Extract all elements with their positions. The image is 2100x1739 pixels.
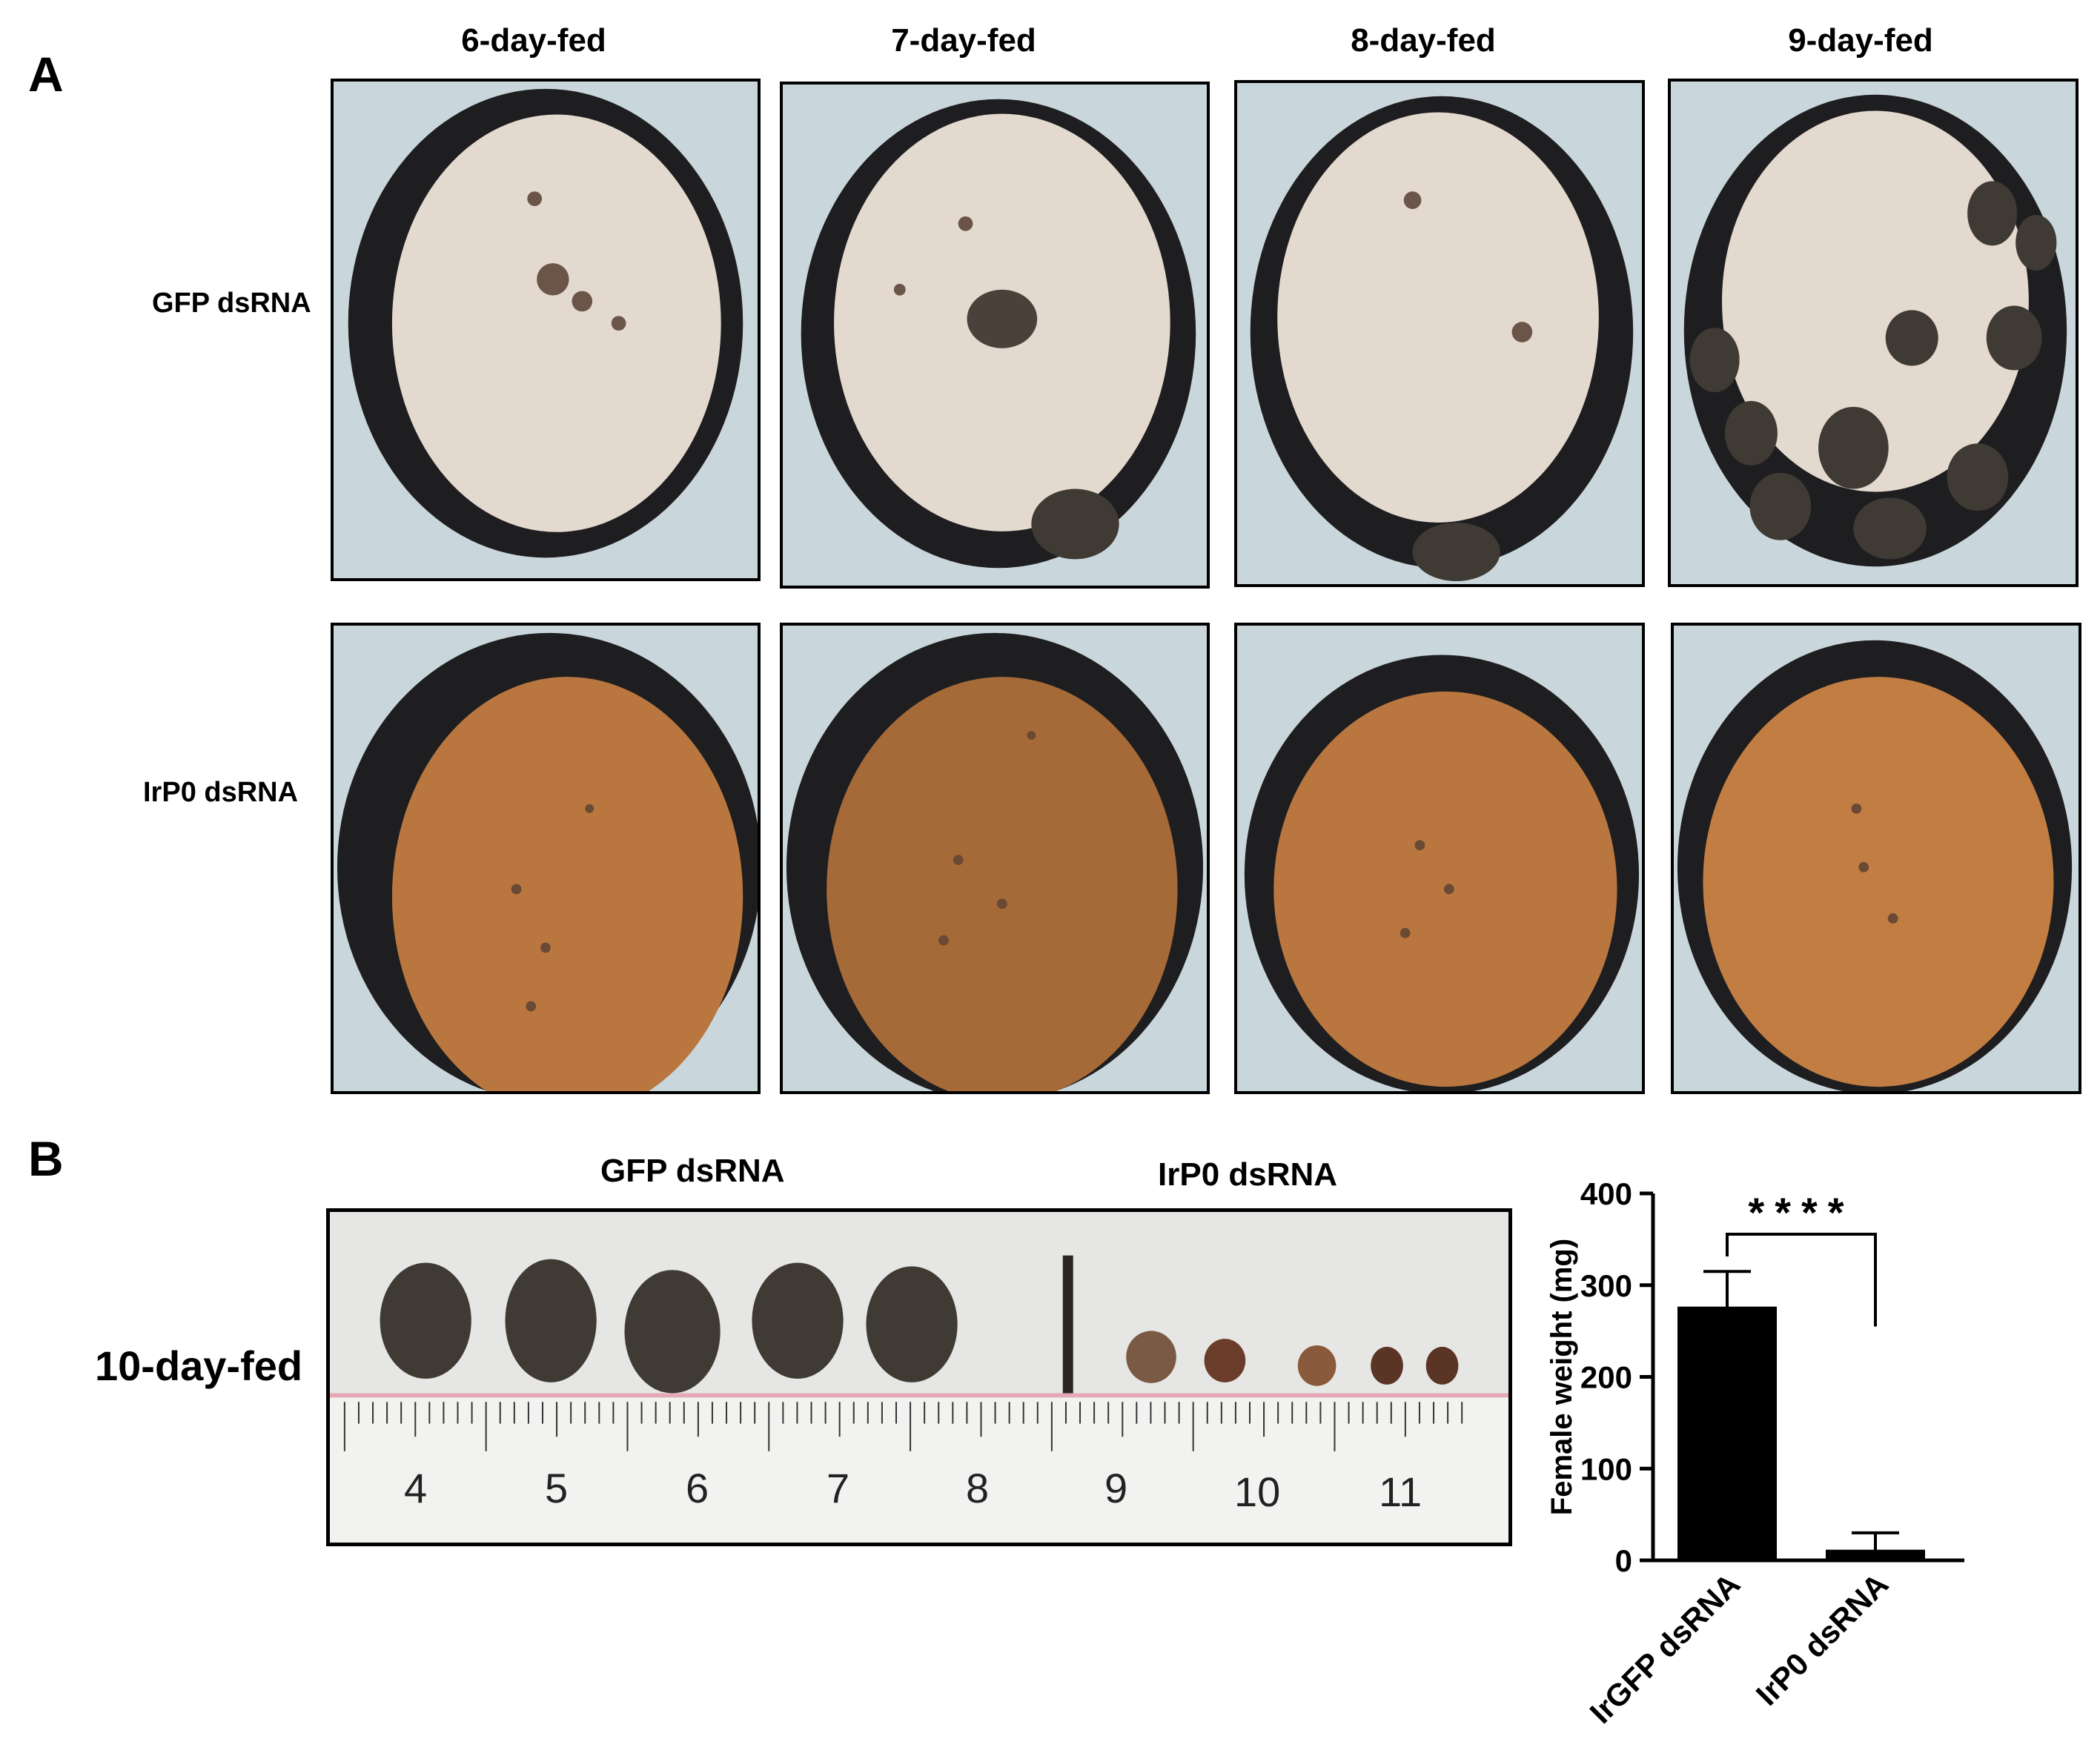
column-label-7-day-fed: 7-day-fed	[891, 22, 1036, 59]
bar-irgfp-dsrna	[1677, 1306, 1777, 1562]
photo-gfp-6-day-fed	[331, 79, 761, 581]
y-tick-label: 200	[1580, 1360, 1632, 1395]
group-label-irp0-dsrna: IrP0 dsRNA	[1158, 1156, 1338, 1193]
column-label-8-day-fed: 8-day-fed	[1351, 22, 1496, 59]
significance-bracket	[1726, 1233, 1877, 1327]
ruler-label-10: 10	[1234, 1468, 1281, 1515]
y-tick-label: 100	[1580, 1451, 1632, 1486]
ruler-label-5: 5	[545, 1465, 569, 1511]
photo-irp0-7-day-fed	[780, 623, 1210, 1094]
photo-gfp-8-day-fed	[1234, 80, 1645, 587]
ruler-label-8: 8	[966, 1465, 990, 1511]
group-label-gfp-dsrna: GFP dsRNA	[600, 1153, 785, 1189]
column-label-6-day-fed: 6-day-fed	[461, 22, 606, 59]
column-label-9-day-fed: 9-day-fed	[1788, 22, 1933, 59]
photo-irp0-8-day-fed	[1234, 623, 1645, 1094]
ruler-label-6: 6	[686, 1465, 709, 1511]
y-tick-label: 0	[1615, 1543, 1632, 1578]
panel-a-letter: A	[28, 47, 64, 102]
photo-irp0-9-day-fed	[1671, 623, 2081, 1094]
bar-irp0-dsrna	[1826, 1549, 1925, 1562]
row-label-10-day-fed: 10-day-fed	[95, 1342, 303, 1389]
ruler-label-4: 4	[404, 1465, 428, 1511]
photo-ticks-on-ruler: 4 5 6 7 8 9 10 11	[326, 1208, 1512, 1546]
panel-b-letter: B	[28, 1131, 64, 1186]
ruler-label-9: 9	[1104, 1465, 1128, 1511]
y-tick-label: 300	[1580, 1268, 1632, 1303]
x-tick-label: IrP0 dsRNA	[1749, 1566, 1895, 1712]
photo-irp0-6-day-fed	[331, 623, 761, 1094]
y-tick-label: 400	[1580, 1176, 1632, 1211]
significance-label: ****	[1748, 1189, 1854, 1236]
ruler-label-11: 11	[1379, 1468, 1422, 1515]
y-axis-label: Female weight (mg)	[1546, 1239, 1578, 1515]
photo-gfp-7-day-fed	[780, 82, 1210, 589]
ruler-label-7: 7	[827, 1465, 850, 1511]
x-tick-label: IrGFP dsRNA	[1583, 1566, 1747, 1730]
row-label-irp0-dsrna: IrP0 dsRNA	[143, 777, 299, 808]
row-label-gfp-dsrna: GFP dsRNA	[152, 288, 311, 319]
photo-gfp-9-day-fed	[1668, 79, 2079, 587]
